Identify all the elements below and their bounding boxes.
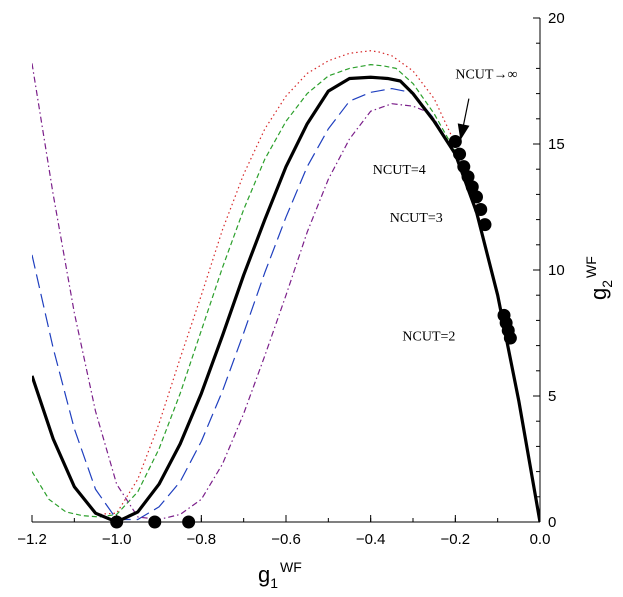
data-point [474,203,488,217]
annotation-arrow-head [457,123,470,141]
series-line [95,50,540,522]
y-tick-label: 20 [548,10,565,27]
annotations: NCUT→∞ NCUT=4 NCUT=3 NCUT=2 [373,67,518,344]
data-point [448,134,462,148]
series-line [32,63,540,522]
x-axis-title-main: g [258,562,270,587]
series-line [32,75,540,522]
y-axis-title-sub: 2 [599,280,615,288]
x-tick-label: −0.8 [187,531,217,548]
data-point [470,190,483,204]
data-points [110,134,517,529]
annotation-label: NCUT=2 [402,330,455,345]
series-line [32,64,540,522]
data-point [478,218,492,232]
x-tick-label: −0.4 [356,531,386,548]
y-tick-label: 10 [548,262,565,279]
data-point [465,180,479,194]
y-tick-label: 15 [548,136,565,153]
y-axis-title-main: g [586,288,611,300]
axes [32,18,541,523]
x-tick-label: −0.6 [271,531,301,548]
x-axis-title: g1WF [258,559,302,591]
x-tick-label: −1.0 [102,531,132,548]
y-axis-title-group: g2WF [583,256,615,300]
x-axis-title-sub: 1 [270,575,278,591]
x-tick-label: −1.2 [17,531,47,548]
x-tick-label: 0.0 [530,531,551,548]
x-axis-title-sup: WF [280,559,302,575]
y-axis-title: g2WF [583,256,615,300]
data-point [461,170,475,184]
data-point [453,147,467,161]
data-point [457,160,471,174]
y-tick-label: 0 [548,514,556,531]
annotation-label: NCUT=4 [373,163,426,178]
y-axis-title-sup: WF [583,256,599,278]
x-tick-label: −0.2 [441,531,471,548]
ticks: −1.2 −1.0 −0.8 −0.6 −0.4 −0.2 0.00 5 10 15 20 [17,10,565,548]
data-point [503,331,517,345]
annotation-label: NCUT=3 [390,211,443,226]
y-tick-label: 5 [548,388,556,405]
annotation-label: NCUT→∞ [455,67,517,82]
